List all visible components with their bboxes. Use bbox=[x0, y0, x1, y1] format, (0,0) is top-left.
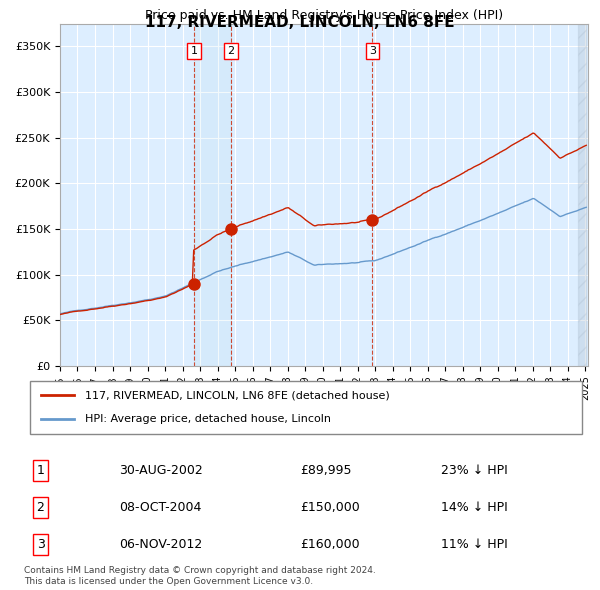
Text: 117, RIVERMEAD, LINCOLN, LN6 8FE: 117, RIVERMEAD, LINCOLN, LN6 8FE bbox=[145, 15, 455, 30]
FancyBboxPatch shape bbox=[30, 381, 582, 434]
Text: 3: 3 bbox=[369, 46, 376, 56]
Text: Contains HM Land Registry data © Crown copyright and database right 2024.
This d: Contains HM Land Registry data © Crown c… bbox=[24, 566, 376, 586]
Text: 3: 3 bbox=[37, 538, 44, 551]
Text: £150,000: £150,000 bbox=[300, 501, 360, 514]
Title: Price paid vs. HM Land Registry's House Price Index (HPI): Price paid vs. HM Land Registry's House … bbox=[145, 9, 503, 22]
Text: HPI: Average price, detached house, Lincoln: HPI: Average price, detached house, Linc… bbox=[85, 414, 331, 424]
Text: 06-NOV-2012: 06-NOV-2012 bbox=[119, 538, 203, 551]
Text: 1: 1 bbox=[37, 464, 44, 477]
Text: 2: 2 bbox=[227, 46, 235, 56]
Text: 30-AUG-2002: 30-AUG-2002 bbox=[119, 464, 203, 477]
Text: 11% ↓ HPI: 11% ↓ HPI bbox=[441, 538, 508, 551]
Text: 23% ↓ HPI: 23% ↓ HPI bbox=[441, 464, 508, 477]
Text: 1: 1 bbox=[191, 46, 197, 56]
Text: 08-OCT-2004: 08-OCT-2004 bbox=[119, 501, 202, 514]
Text: £160,000: £160,000 bbox=[300, 538, 359, 551]
Bar bbox=[194, 24, 231, 366]
Bar bbox=[231, 24, 373, 366]
Text: 117, RIVERMEAD, LINCOLN, LN6 8FE (detached house): 117, RIVERMEAD, LINCOLN, LN6 8FE (detach… bbox=[85, 391, 390, 401]
Text: £89,995: £89,995 bbox=[300, 464, 352, 477]
Text: 14% ↓ HPI: 14% ↓ HPI bbox=[441, 501, 508, 514]
Bar bbox=[578, 24, 586, 366]
Text: 2: 2 bbox=[37, 501, 44, 514]
